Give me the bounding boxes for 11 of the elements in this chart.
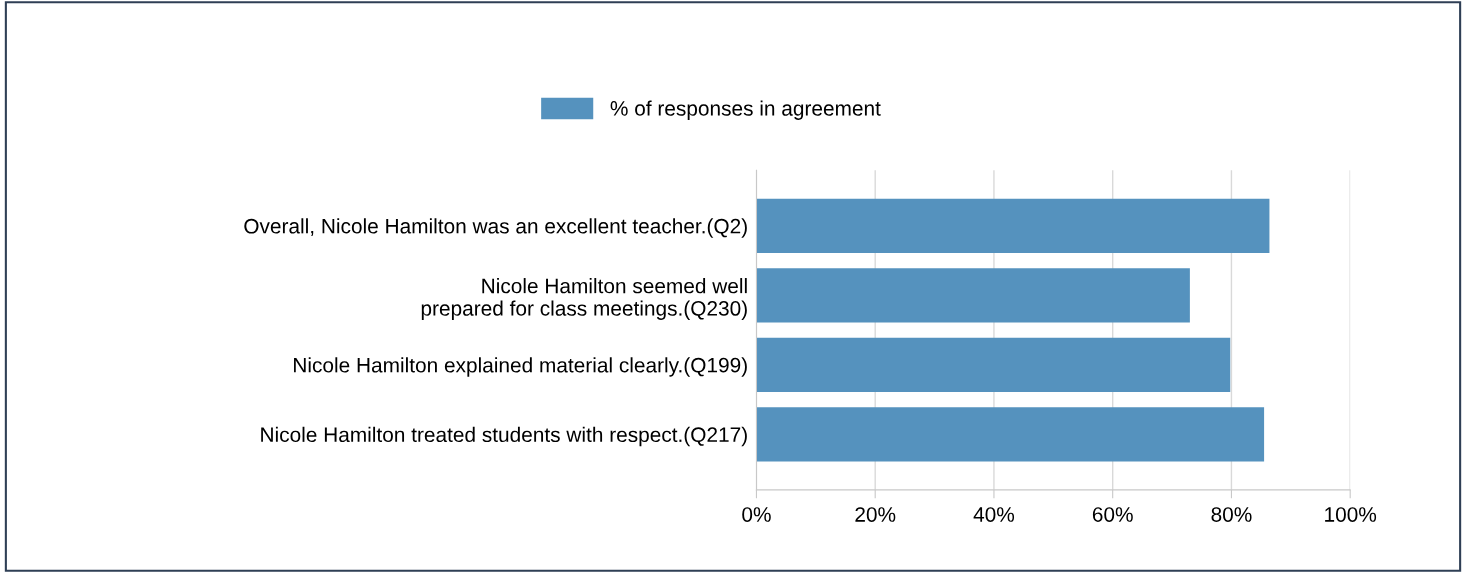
y-tick-label: Nicole Hamilton explained material clearly.(Q199)	[294, 357, 747, 377]
x-tick-label: 100%	[1325, 507, 1377, 522]
y-tick-label: Overall, Nicole Hamilton was an excellent teacher.(Q2)	[244, 218, 747, 238]
x-tick-label: 20%	[855, 507, 896, 522]
x-tick-label: 80%	[1211, 507, 1252, 522]
x-tick-label: 40%	[973, 507, 1015, 522]
x-tick-label: 0%	[742, 507, 771, 522]
y-tick-label: Nicole Hamilton treated students with respect.(Q217)	[261, 426, 747, 447]
x-tick-label: 60%	[1092, 507, 1133, 522]
y-tick-label: Nicole Hamilton seemed well prepared for class meetings.(Q230)	[421, 278, 747, 320]
legend-label: % of responses in agreement	[610, 100, 881, 120]
